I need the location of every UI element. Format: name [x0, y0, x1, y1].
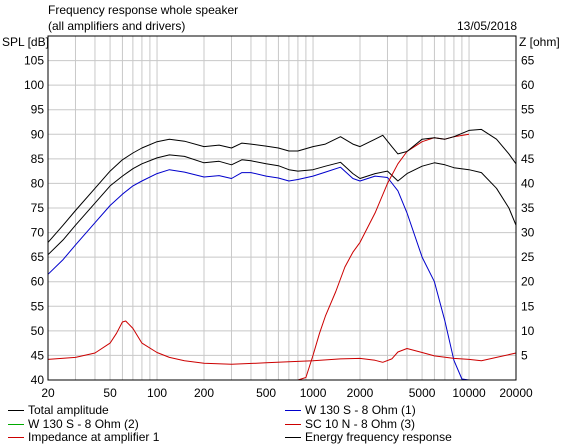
y-left-tick-label: 40 — [31, 373, 45, 387]
y-left-tick-label: 70 — [31, 226, 45, 240]
y-left-tick-label: 95 — [31, 103, 45, 117]
x-tick-label: 50 — [103, 386, 117, 400]
legend-swatch — [285, 410, 301, 412]
legend-label: W 130 S - 8 Ohm (1) — [305, 403, 416, 417]
y-right-tick-label: 30 — [521, 226, 535, 240]
legend-swatch — [285, 437, 301, 439]
y-right-tick-label: 65 — [521, 54, 535, 68]
y-right-tick-label: 5 — [521, 348, 528, 362]
legend-label: W 130 S - 8 Ohm (2) — [28, 417, 139, 431]
series-line-total-amplitude — [47, 154, 517, 256]
legend-label: Energy frequency response — [305, 430, 452, 444]
series-line-energy-frequency-response — [47, 128, 517, 243]
y-left-tick-label: 75 — [31, 201, 45, 215]
x-tick-label: 1000 — [300, 386, 327, 400]
legend-item-impedance: Impedance at amplifier 1 — [8, 430, 159, 444]
y-left-tick-label: 45 — [31, 348, 45, 362]
y-right-tick-label: 55 — [521, 103, 535, 117]
x-tick-label: 200 — [194, 386, 214, 400]
x-tick-label: 20 — [41, 386, 55, 400]
y-left-tick-label: 65 — [31, 250, 45, 264]
chart-date: 13/05/2018 — [457, 19, 518, 33]
y-left-tick-label: 60 — [31, 275, 45, 289]
legend-item-energy-response: Energy frequency response — [285, 430, 452, 444]
x-tick-label: 2000 — [347, 386, 374, 400]
legend-label: Impedance at amplifier 1 — [28, 430, 160, 444]
chart-subtitle: (all amplifiers and drivers) — [48, 19, 186, 33]
y-right-tick-label: 50 — [521, 127, 535, 141]
legend-swatch — [8, 410, 24, 412]
legend-label: Total amplitude — [28, 403, 109, 417]
grid — [47, 35, 517, 381]
x-tick-label: 5000 — [409, 386, 436, 400]
y-axis-label-left: SPL [dB] — [2, 35, 49, 49]
series-line-w-130-s-8-ohm-1 — [47, 166, 470, 381]
legend-item-total-amplitude: Total amplitude — [8, 403, 109, 417]
x-tick-label: 100 — [147, 386, 167, 400]
axis-labels: SPL [dB] Z [ohm] 40 45 50 55 60 65 70 75 80 85 90 95 1… — [2, 35, 560, 400]
legend-item-w130s-1: W 130 S - 8 Ohm (1) — [285, 403, 416, 417]
y-left-tick-label: 80 — [31, 176, 45, 190]
y-right-tick-label: 10 — [521, 324, 535, 338]
plot-frame — [47, 35, 517, 381]
legend-swatch — [8, 437, 24, 439]
series-lines — [47, 128, 517, 381]
y-left-tick-label: 85 — [31, 152, 45, 166]
x-tick-label: 500 — [256, 386, 276, 400]
x-tick-label: 20000 — [499, 386, 533, 400]
y-right-tick-label: 40 — [521, 176, 535, 190]
series-line-impedance-at-amplifier-1 — [47, 320, 517, 365]
y-left-tick-label: 90 — [31, 127, 45, 141]
y-right-tick-label: 20 — [521, 275, 535, 289]
legend-item-w130s-2: W 130 S - 8 Ohm (2) — [8, 417, 139, 431]
legend-label: SC 10 N - 8 Ohm (3) — [305, 417, 416, 431]
y-axis-label-right: Z [ohm] — [519, 35, 560, 49]
x-tick-label: 10000 — [452, 386, 486, 400]
y-right-tick-label: 60 — [521, 78, 535, 92]
legend-swatch — [8, 424, 24, 426]
y-left-tick-label: 55 — [31, 299, 45, 313]
legend-item-sc10n-3: SC 10 N - 8 Ohm (3) — [285, 417, 415, 431]
y-right-tick-label: 15 — [521, 299, 535, 313]
y-left-tick-label: 50 — [31, 324, 45, 338]
y-right-tick-label: 45 — [521, 152, 535, 166]
chart-title: Frequency response whole speaker — [48, 3, 239, 17]
y-left-tick-label: 105 — [24, 54, 44, 68]
legend-swatch — [285, 424, 301, 426]
y-right-tick-label: 35 — [521, 201, 535, 215]
y-left-tick-label: 100 — [24, 78, 44, 92]
y-right-tick-label: 25 — [521, 250, 535, 264]
